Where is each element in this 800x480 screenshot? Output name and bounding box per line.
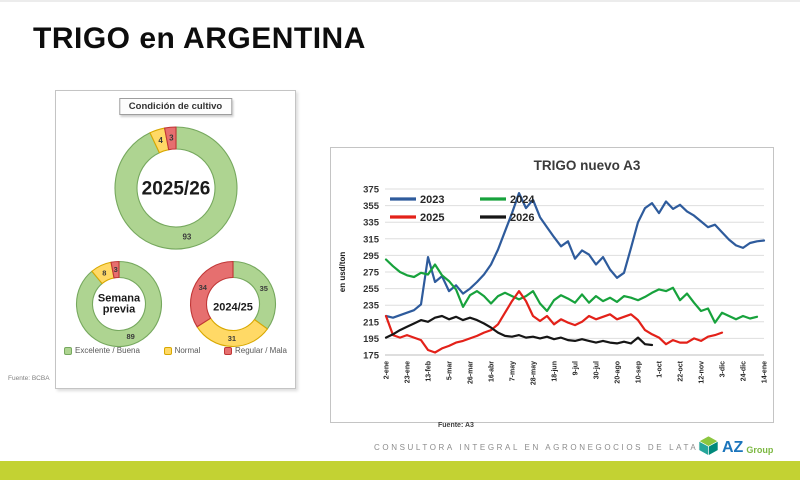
donut-2025-26-center-label: 2025/26	[142, 179, 211, 200]
legend-item-excelente-buena: Excelente / Buena	[64, 346, 140, 355]
cube-icon	[698, 435, 719, 456]
legend-label-2023: 2023	[420, 194, 444, 206]
bottom-accent-bar	[0, 461, 800, 480]
x-tick-label: 28-may	[531, 361, 538, 385]
legend-item-regular-mala: Regular / Mala	[223, 346, 287, 355]
y-tick-label: 195	[363, 334, 380, 345]
donut-2024-25-center-label: 2024/25	[213, 302, 253, 314]
y-tick-label: 215	[363, 317, 380, 328]
donut-2024-25-value-regular_mala: 34	[199, 283, 208, 292]
y-axis-title: en usd/ton	[338, 252, 347, 293]
regular-mala-swatch-icon	[223, 346, 232, 355]
logo-text-az: AZ	[722, 439, 744, 456]
x-tick-label: 30-jul	[594, 361, 601, 379]
donut-semana-previa-segment-excelente_buena	[75, 260, 163, 348]
legend-label: Normal	[174, 346, 201, 355]
donut-2025-26-segment-excelente_buena	[114, 126, 238, 250]
x-tick-label: 2-ene	[384, 361, 391, 379]
donut-2024-25-segment-regular_mala	[190, 260, 234, 328]
x-tick-label: 16-abr	[489, 361, 496, 382]
x-tick-label: 24-dic	[741, 361, 748, 381]
page-title: TRIGO en ARGENTINA	[33, 22, 366, 55]
x-tick-label: 23-ene	[405, 361, 412, 383]
x-tick-label: 18-jun	[552, 361, 559, 382]
excelente-buena-swatch-icon	[64, 346, 72, 355]
x-tick-label: 22-oct	[678, 360, 685, 381]
x-tick-label: 14-ene	[762, 361, 769, 383]
y-tick-label: 275	[363, 268, 380, 279]
y-tick-label: 175	[363, 351, 380, 362]
source-bcba: Fuente: BCBA	[8, 375, 50, 382]
x-tick-label: 9-jul	[573, 361, 580, 375]
legend-label-2026: 2026	[510, 212, 534, 224]
y-tick-label: 295	[363, 251, 380, 262]
logo-text-group: Group	[746, 445, 774, 455]
series-line-2026	[384, 314, 654, 347]
crop-condition-legend: Excelente / Buena Normal Regular / Mala	[64, 346, 287, 355]
donut-2024-25-value-normal: 31	[228, 334, 236, 343]
donut-2025-26-value-excelente_buena: 93	[182, 232, 191, 241]
y-tick-label: 355	[363, 201, 380, 212]
source-a3: Fuente: A3	[438, 422, 474, 429]
legend-label-2024: 2024	[510, 194, 535, 206]
az-group-logo: AZ Group	[698, 435, 773, 456]
donut-semana-previa-center-label: Semana previa	[98, 293, 141, 316]
x-tick-label: 13-feb	[426, 361, 433, 382]
x-tick-label: 3-dic	[720, 361, 727, 377]
legend-label-2025: 2025	[420, 212, 444, 224]
x-tick-label: 5-mar	[447, 361, 454, 380]
normal-swatch-icon	[163, 346, 172, 355]
x-tick-label: 20-ago	[615, 361, 622, 384]
y-tick-label: 315	[363, 234, 380, 245]
donut-2024-25-value-excelente_buena: 35	[260, 284, 268, 293]
y-tick-label: 335	[363, 218, 380, 229]
chart-title: TRIGO nuevo A3	[534, 158, 641, 173]
price-chart-panel: 375 355 335 315 295 275 255 235 215 195 175 2-ene 23…	[330, 147, 774, 423]
y-tick-label: 235	[363, 301, 380, 312]
footer-tagline: CONSULTORA INTEGRAL EN AGRONEGOCIOS DE L…	[374, 443, 708, 452]
price-line-chart: 375 355 335 315 295 275 255 235 215 195 175 2-ene 23…	[338, 158, 769, 385]
legend-item-normal: Normal	[163, 346, 201, 355]
crop-condition-panel: Condición de cultivo 93 4 3 2025/26 89 8 3 Sema…	[55, 90, 296, 389]
y-tick-label: 255	[363, 284, 380, 295]
x-tick-label: 1-oct	[657, 360, 664, 377]
donut-2024-25-segment-excelente_buena	[232, 260, 277, 330]
donut-semana-previa-value-normal: 8	[102, 268, 106, 277]
donut-semana-previa-value-regular_mala: 3	[114, 265, 118, 274]
crop-condition-header: Condición de cultivo	[118, 98, 233, 115]
x-tick-label: 7-may	[510, 361, 517, 381]
legend-label: Excelente / Buena	[75, 346, 140, 355]
series-line-2024	[384, 258, 759, 324]
legend-label: Regular / Mala	[234, 346, 287, 355]
donut-semana-previa-value-excelente_buena: 89	[127, 332, 135, 341]
x-tick-label: 12-nov	[699, 361, 706, 384]
x-tick-label: 26-mar	[468, 361, 475, 384]
donut-semana-previa-segment-regular_mala	[110, 260, 120, 279]
donut-2025-26-value-regular_mala: 3	[169, 134, 174, 143]
donut-2025-26-segment-regular_mala	[164, 126, 177, 151]
y-tick-label: 375	[363, 185, 380, 196]
donut-2025-26-value-normal: 4	[158, 136, 163, 145]
series-line-2023	[384, 191, 766, 319]
x-tick-label: 10-sep	[636, 361, 643, 383]
series-line-2025	[384, 290, 724, 354]
